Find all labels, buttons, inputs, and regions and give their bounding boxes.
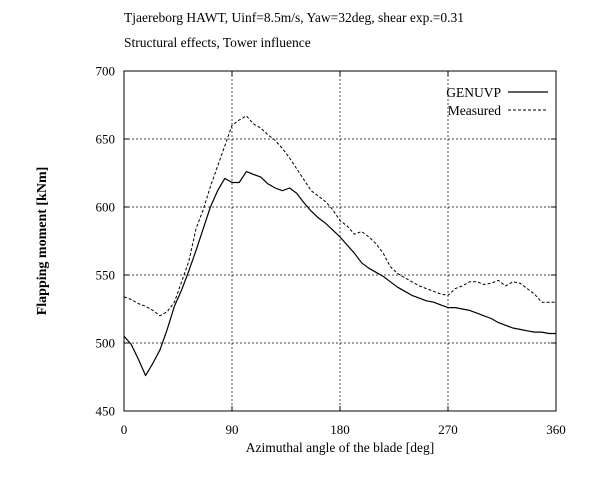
y-axis-label: Flapping moment [kNm] <box>35 167 50 316</box>
chart-subtitle: Structural effects, Tower influence <box>124 35 311 50</box>
legend-label-measured: Measured <box>448 103 501 118</box>
x-tick-label: 0 <box>121 422 128 437</box>
series-line-genuvp <box>123 171 556 377</box>
y-tick-label: 500 <box>96 336 116 351</box>
y-tick-label: 550 <box>96 268 116 283</box>
series-line-measured <box>123 115 556 317</box>
x-tick-label: 360 <box>546 422 566 437</box>
grid-lines <box>124 71 556 411</box>
legend-label-genuvp: GENUVP <box>446 85 501 100</box>
y-tick-label: 700 <box>96 64 116 79</box>
x-tick-label: 180 <box>330 422 350 437</box>
y-tick-label: 450 <box>96 404 116 419</box>
legend: GENUVP Measured <box>446 85 548 118</box>
y-tick-label: 600 <box>96 200 116 215</box>
x-tick-label: 90 <box>226 422 239 437</box>
axis-ticks: 450 500 550 600 650 700 0 90 180 270 360 <box>96 64 566 438</box>
chart-title: Tjaereborg HAWT, Uinf=8.5m/s, Yaw=32deg,… <box>124 10 464 25</box>
x-axis-label: Azimuthal angle of the blade [deg] <box>246 440 435 455</box>
y-tick-label: 650 <box>96 132 116 147</box>
series-lines <box>123 115 556 377</box>
x-tick-label: 270 <box>438 422 458 437</box>
